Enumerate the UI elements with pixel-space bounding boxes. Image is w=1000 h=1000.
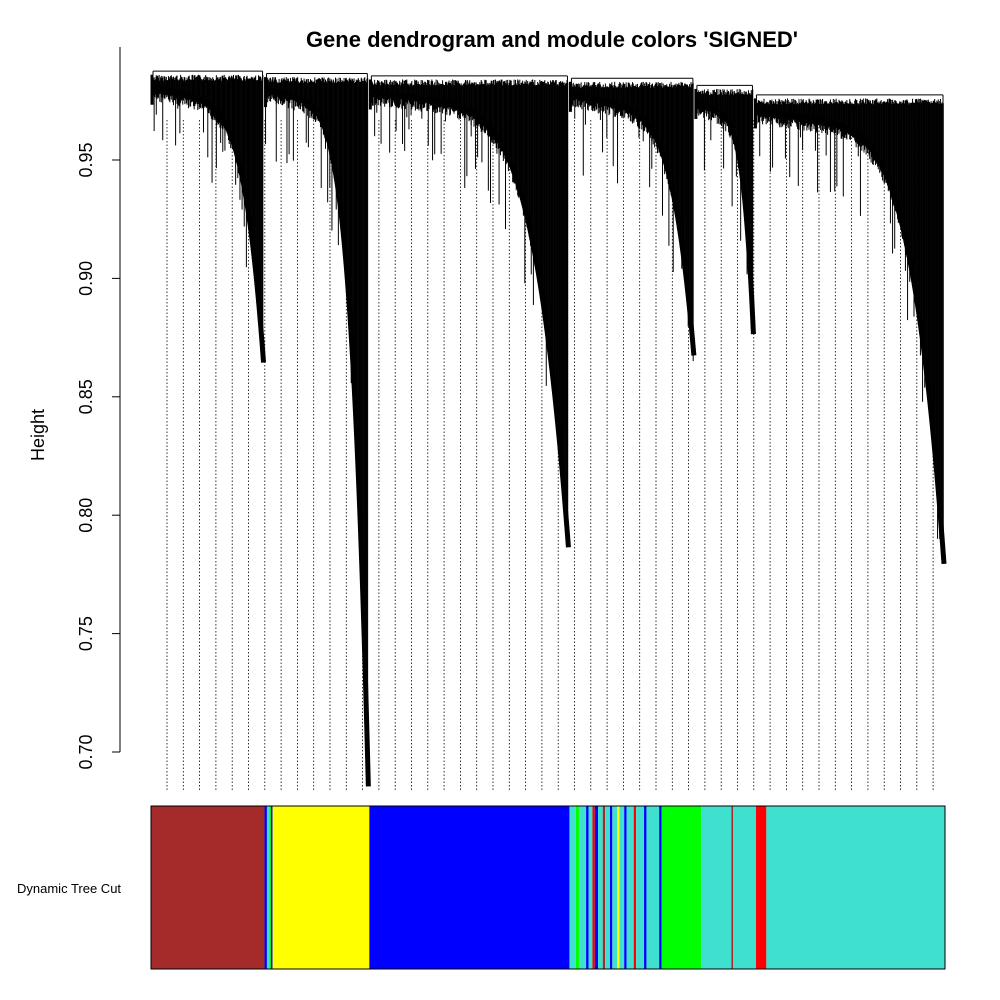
colorbar-segment-blue <box>659 806 662 969</box>
colorbar-segment-blue <box>270 806 273 969</box>
cluster-1 <box>150 74 267 363</box>
cluster-ridge <box>263 86 371 787</box>
colorbar-segment-green <box>269 806 271 969</box>
colorbar-segment-turquoise <box>619 806 625 969</box>
y-tick-label: 0.95 <box>76 142 96 177</box>
colorbar-segment-turquoise <box>598 806 603 969</box>
y-tick-label: 0.85 <box>76 379 96 414</box>
chart-title: Gene dendrogram and module colors 'SIGNE… <box>306 27 798 52</box>
colorbar-segment-green <box>575 806 579 969</box>
colorbar-segment-yellow <box>272 806 370 969</box>
colorbar-segment-blue <box>369 806 570 969</box>
dendrogram-merges <box>152 70 944 105</box>
colorbar-segment-red <box>633 806 637 969</box>
colorbar-frame <box>150 805 946 970</box>
colorbar-segment-brown <box>602 806 606 969</box>
cluster-5 <box>694 88 756 335</box>
colorbar-segment-red <box>592 806 595 969</box>
dendrogram-branches <box>150 74 947 787</box>
colorbar-segment-turquoise <box>646 806 660 969</box>
colorbar-segment-turquoise <box>766 806 945 969</box>
y-tick-label: 0.80 <box>76 498 96 533</box>
colorbar-segment-turquoise <box>701 806 732 969</box>
cluster-ridge <box>568 91 697 356</box>
colorbar-segment-blue <box>264 806 267 969</box>
colorbar-segment-red <box>756 806 767 969</box>
y-tick-label: 0.90 <box>76 261 96 296</box>
colorbar-segment-blue <box>586 806 589 969</box>
colorbar-segment-turquoise <box>636 806 645 969</box>
colorbar-segment-turquoise <box>266 806 270 969</box>
colorbar-segment-blue <box>609 806 613 969</box>
cluster-4 <box>568 81 697 362</box>
cluster-ridge <box>753 107 947 565</box>
colorbar-segment-brown <box>151 806 265 969</box>
colorbar-segment-turquoise <box>626 806 634 969</box>
colorbar-segment-yellow <box>617 806 620 969</box>
colorbar-segment-blue <box>644 806 647 969</box>
colorbar-segment-blue <box>594 806 599 969</box>
colorbar-segment-turquoise <box>733 806 757 969</box>
y-axis: 0.70 0.75 0.80 0.85 0.90 0.95 <box>76 46 121 770</box>
colorbar-label: Dynamic Tree Cut <box>17 881 121 896</box>
cluster-2 <box>263 77 371 787</box>
colorbar-segment-turquoise <box>605 806 610 969</box>
y-tick-label: 0.75 <box>76 616 96 651</box>
cluster-3 <box>368 79 571 548</box>
colorbar-segment-turquoise <box>588 806 593 969</box>
cluster-ridge <box>368 88 571 548</box>
cluster-ridge <box>150 84 267 363</box>
cluster-6 <box>753 98 947 565</box>
colorbar-segment-green <box>661 806 702 969</box>
colorbar-segment-blue <box>624 806 627 969</box>
module-colorbar <box>151 806 945 969</box>
colorbar-segment-turquoise <box>569 806 576 969</box>
colorbar-segment-turquoise <box>612 806 618 969</box>
colorbar-segment-turquoise <box>578 806 587 969</box>
y-tick-label: 0.70 <box>76 734 96 769</box>
colorbar-segment-brown <box>731 806 734 969</box>
y-axis-label: Height <box>28 409 48 461</box>
cluster-ridge <box>694 98 756 335</box>
